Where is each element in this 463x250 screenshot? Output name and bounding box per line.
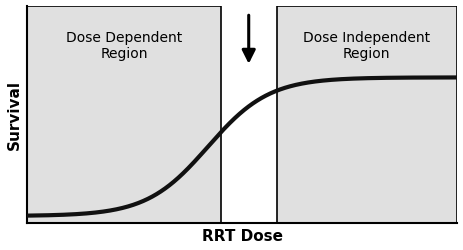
Y-axis label: Survival: Survival [7,80,22,150]
Text: Dose Dependent
Region: Dose Dependent Region [66,31,182,61]
Bar [276,7,456,222]
Text: Dose Independent
Region: Dose Independent Region [303,31,430,61]
X-axis label: RRT Dose: RRT Dose [201,228,282,243]
Bar [27,7,220,222]
